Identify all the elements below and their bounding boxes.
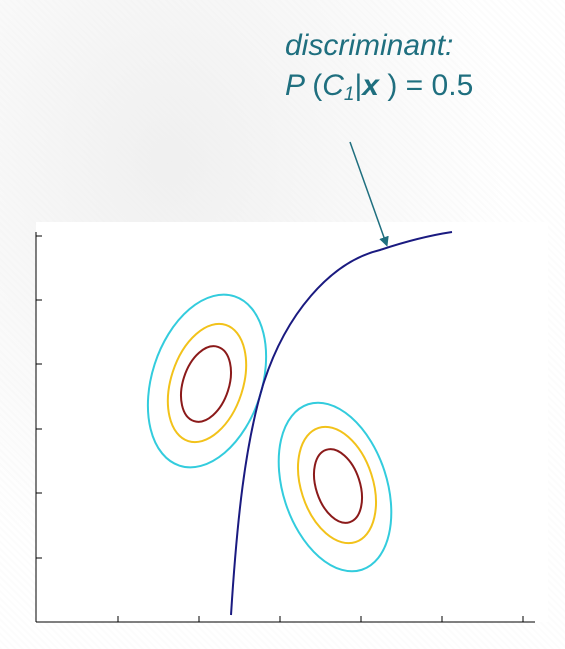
annotation-line-1: discriminant: xyxy=(285,29,454,62)
annotation-x: x xyxy=(362,69,379,102)
annotation-open-paren: ( xyxy=(312,69,323,102)
plot-area xyxy=(36,222,548,622)
annotation-close-paren: ) xyxy=(387,69,398,102)
discriminant-annotation: discriminant: P (C1|x ) = 0.5 xyxy=(285,26,555,115)
annotation-class-symbol: C xyxy=(322,69,344,102)
class-2-contour-inner xyxy=(313,448,363,524)
annotation-equals: = xyxy=(405,69,424,102)
annotation-line-2: P (C1|x ) = 0.5 xyxy=(285,66,555,115)
class-1-contour-middle xyxy=(166,322,248,444)
class-2-contour-outer xyxy=(277,401,393,573)
annotation-class-subscript: 1 xyxy=(343,84,355,105)
class-2-contour-middle xyxy=(297,425,377,545)
class-1-contour-inner xyxy=(180,345,232,423)
annotation-value: 0.5 xyxy=(431,69,474,102)
class-2-contours xyxy=(277,401,393,573)
annotation-p: P xyxy=(285,69,304,102)
annotation-arrow xyxy=(349,141,389,247)
y-axis-ticks xyxy=(36,235,42,559)
discriminant-curve xyxy=(230,231,453,616)
x-axis-ticks xyxy=(117,616,524,622)
annotation-bar: | xyxy=(354,69,363,102)
